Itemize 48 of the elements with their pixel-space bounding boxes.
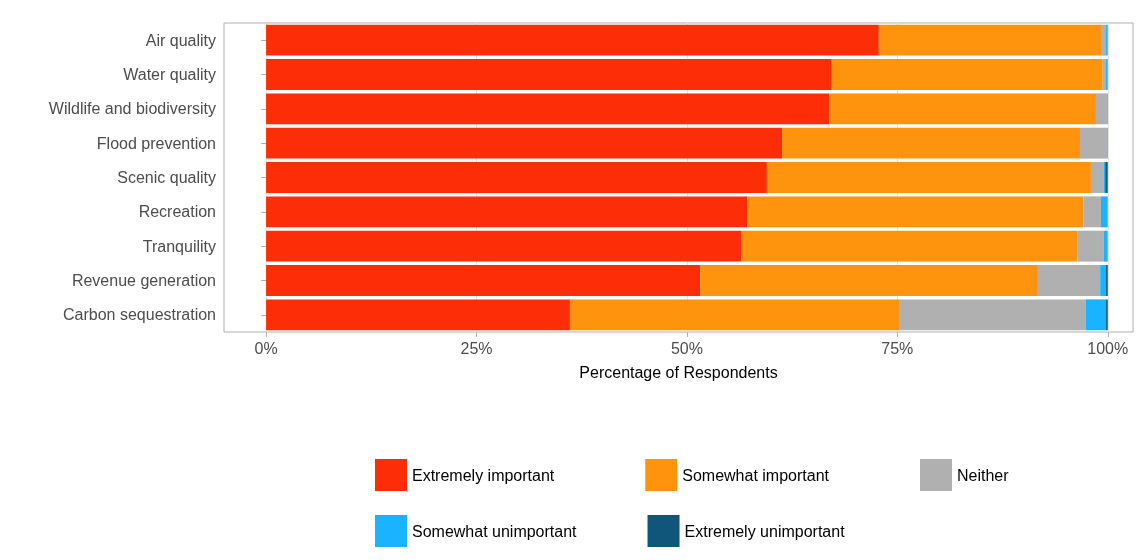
y-tick-label: Carbon sequestration — [63, 306, 216, 324]
bar — [1103, 230, 1108, 262]
legend-label: Extremely unimportant — [684, 522, 846, 540]
bar — [266, 127, 783, 159]
y-tick-label: Scenic quality — [117, 169, 216, 186]
bar — [741, 230, 1078, 262]
bar — [1037, 265, 1101, 296]
bar — [266, 93, 830, 125]
x-tick-label: 75% — [881, 339, 914, 357]
bar — [782, 127, 1080, 159]
legend-label: Extremely important — [412, 466, 555, 484]
x-tick-label: 25% — [460, 339, 493, 357]
bar — [1095, 93, 1107, 125]
bar — [829, 93, 1096, 125]
bar — [266, 24, 879, 56]
bar — [266, 162, 767, 193]
legend-label: Neither — [957, 466, 1010, 484]
y-tick-label: Wildlife and biodiversity — [48, 100, 216, 118]
bar — [569, 299, 900, 331]
bar — [1090, 162, 1104, 193]
bar — [1077, 230, 1104, 262]
y-tick-label: Water quality — [123, 66, 216, 83]
bar — [1101, 196, 1108, 228]
bar — [266, 230, 742, 262]
legend-label: Somewhat important — [682, 466, 830, 484]
bar — [1079, 127, 1107, 159]
bar — [878, 24, 1102, 56]
x-tick-label: 50% — [670, 339, 703, 357]
y-tick-label: Flood prevention — [96, 134, 216, 152]
legend-label: Somewhat unimportant — [412, 522, 578, 540]
x-tick-label: 100% — [1087, 339, 1129, 357]
bar — [700, 265, 1038, 296]
bar — [266, 59, 832, 90]
bar — [1085, 299, 1107, 331]
bar — [266, 196, 748, 228]
x-tick-label: 0% — [254, 339, 278, 357]
bar — [266, 299, 570, 331]
bar — [1083, 196, 1102, 228]
x-axis-title: Percentage of Respondents — [579, 363, 778, 381]
bar — [747, 196, 1084, 228]
bar — [266, 265, 701, 296]
bar — [766, 162, 1091, 193]
y-tick-label: Revenue generation — [71, 272, 216, 289]
y-tick-label: Air quality — [145, 31, 216, 49]
bar — [831, 59, 1103, 90]
y-tick-label: Recreation — [138, 203, 216, 221]
y-tick-label: Tranquility — [142, 237, 216, 255]
bar — [1100, 265, 1107, 296]
